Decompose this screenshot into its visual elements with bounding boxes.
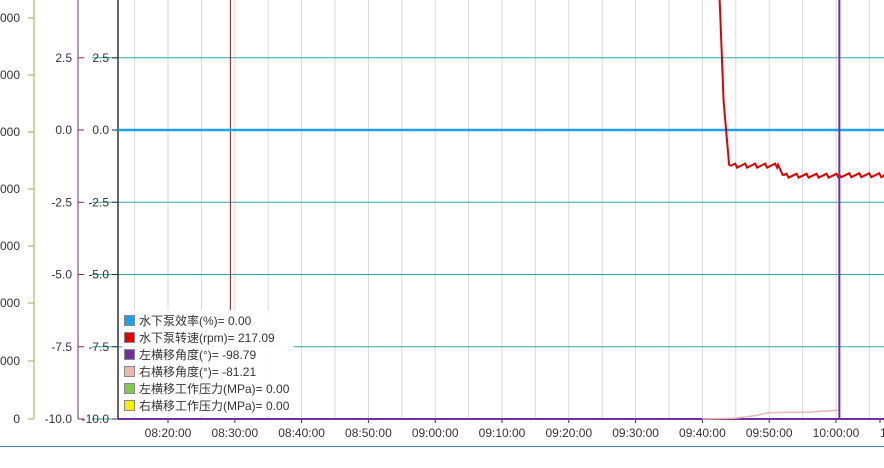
legend-item-left-pressure[interactable]: 左横移工作压力(MPa)= 0.00 [124,380,292,397]
tick-labels: 2.5 2.5 0.0 0.0 -2.5 -2.5 -5.0 -5.0 -7.5 -7.5 -10.… [0,11,884,440]
legend-swatch [124,383,135,394]
legend: 水下泵效率(%)= 0.00 水下泵转速(rpm)= 217.09 左横移角度(… [122,310,294,416]
y-tick-label: -10.0 [82,412,110,426]
outer-y-tick-label: 000 [0,182,20,196]
inner-y-tick-label: -7.5 [51,340,72,354]
x-tick-label: 09:10:00 [479,426,526,440]
legend-label: 左横移角度(°)= -98.79 [139,348,257,362]
inner-y-tick-label: 2.5 [55,51,72,65]
inner-y-tick-label: -2.5 [51,195,72,209]
panel-bottom-border [0,446,884,447]
series-line-pump-speed [718,0,884,181]
x-tick-label: 09:00:00 [412,426,459,440]
outer-y-tick-label: 000 [0,239,20,253]
y-tick-label: -2.5 [88,195,109,209]
x-tick-label: 09:20:00 [545,426,592,440]
x-tick-label: 08:20:00 [145,426,192,440]
legend-label: 左横移工作压力(MPa)= 0.00 [139,382,290,396]
legend-swatch [124,366,135,377]
inner-y-tick-label: -10.0 [45,412,73,426]
legend-item-left-angle[interactable]: 左横移角度(°)= -98.79 [124,346,292,363]
y-tick-label: -7.5 [88,340,109,354]
outer-y-tick-label: 000 [0,68,20,82]
legend-item-pump-efficiency[interactable]: 水下泵效率(%)= 0.00 [124,312,292,329]
legend-item-right-pressure[interactable]: 右横移工作压力(MPa)= 0.00 [124,397,292,414]
legend-swatch [124,332,135,343]
legend-label: 水下泵效率(%)= 0.00 [139,314,252,328]
legend-label: 右横移工作压力(MPa)= 0.00 [139,399,290,413]
x-tick-label: 08:40:00 [278,426,325,440]
y-tick-label: 0.0 [92,123,109,137]
x-tick-label: 08:50:00 [345,426,392,440]
x-tick-label: 10:00:00 [813,426,860,440]
y-tick-label: 2.5 [92,51,109,65]
x-tick-label: 1 [880,426,884,440]
x-tick-label: 09:40:00 [679,426,726,440]
outer-y-tick-label: 000 [0,125,20,139]
outer-y-tick-label: 000 [0,11,20,25]
legend-item-right-angle[interactable]: 右横移角度(°)= -81.21 [124,363,292,380]
legend-swatch [124,400,135,411]
legend-item-pump-speed[interactable]: 水下泵转速(rpm)= 217.09 [124,329,292,346]
outer-y-tick-label: 000 [0,354,20,368]
inner-y-tick-label: 0.0 [55,123,72,137]
outer-y-tick-label: 000 [0,296,20,310]
y-tick-label: -5.0 [88,268,109,282]
outer-y-tick-label: 0 [13,412,20,426]
legend-swatch [124,349,135,360]
legend-swatch [124,315,135,326]
x-tick-label: 09:30:00 [612,426,659,440]
legend-label: 右横移角度(°)= -81.21 [139,365,257,379]
series-line-right-angle [702,409,840,420]
inner-y-tick-label: -5.0 [51,268,72,282]
legend-label: 水下泵转速(rpm)= 217.09 [139,331,275,345]
x-tick-label: 08:30:00 [211,426,258,440]
x-tick-label: 09:50:00 [746,426,793,440]
series-lines [118,0,884,420]
